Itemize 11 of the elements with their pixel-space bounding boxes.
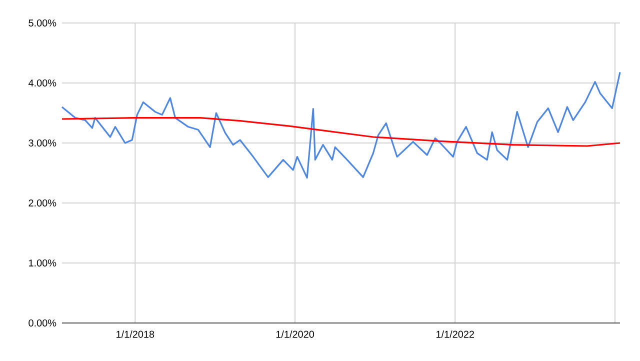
y-tick-label: 4.00% bbox=[28, 79, 56, 87]
y-tick-label: 5.00% bbox=[28, 19, 56, 27]
x-tick-label: 1/1/2018 bbox=[116, 330, 154, 338]
y-tick-label: 3.00% bbox=[28, 139, 56, 147]
x-tick-label: 1/1/2020 bbox=[276, 330, 314, 338]
line-series bbox=[61, 116, 621, 147]
y-tick-label: 1.00% bbox=[29, 259, 56, 267]
y-tick-label: 0.00% bbox=[28, 319, 56, 327]
line-series bbox=[61, 71, 621, 179]
y-tick-label: 2.00% bbox=[28, 199, 56, 207]
x-tick-label: 1/1/2022 bbox=[436, 330, 474, 338]
